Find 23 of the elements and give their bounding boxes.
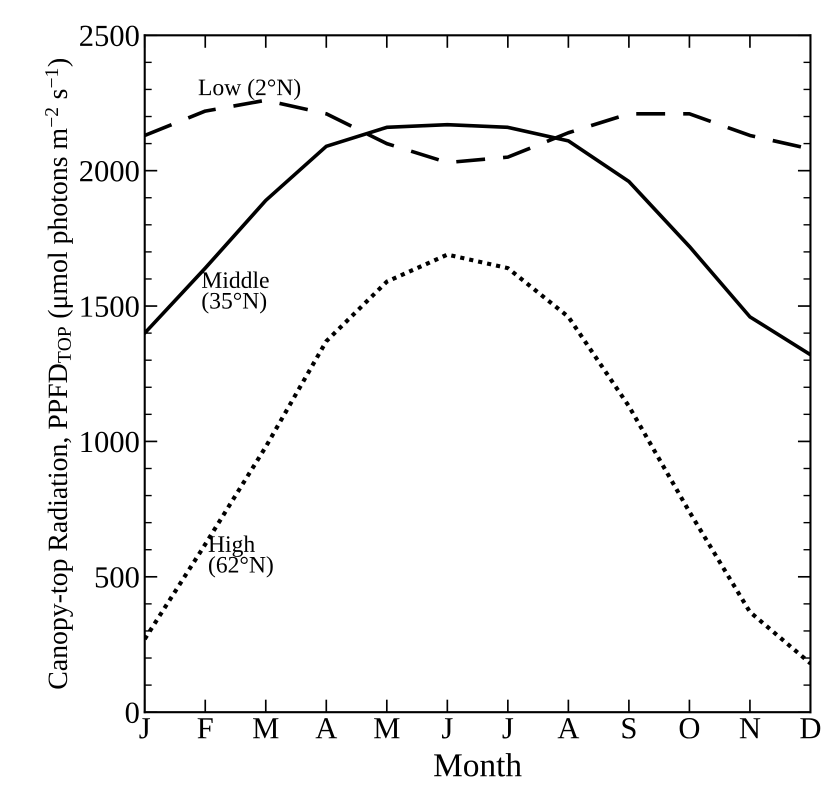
annotation: Low (2°N) (198, 78, 300, 100)
y-tick-label: 500 (96, 567, 139, 588)
y-tick-label: 0 (126, 702, 139, 724)
x-tick-label: J (139, 718, 150, 739)
y-axis-title: Canopy-top Radiation, PPFD$_{TOP}$ (μmol photons m$^{−2}$ s$^{−1}$) (45, 59, 73, 689)
x-tick-label: J (502, 718, 514, 739)
x-tick-label: M (253, 718, 278, 738)
x-tick-label: N (740, 718, 760, 738)
x-tick-label: A (316, 718, 338, 738)
x-tick-label: J (442, 718, 453, 739)
x-tick-label: A (558, 718, 580, 738)
x-tick-label: F (198, 718, 213, 738)
y-tick-label: 1500 (81, 296, 139, 317)
x-tick-label: M (374, 718, 400, 738)
y-tick-label: 1000 (81, 432, 139, 452)
annotation: Middle (35°N) (202, 272, 269, 314)
x-tick-label: D (800, 718, 820, 738)
y-tick-label: 2000 (80, 160, 139, 182)
x-axis-title: Month (434, 753, 522, 777)
x-tick-label: S (622, 718, 636, 739)
y-tick-label: 2500 (80, 26, 139, 46)
annotation: High (62°N) (208, 535, 273, 578)
x-tick-label: O (680, 718, 700, 739)
